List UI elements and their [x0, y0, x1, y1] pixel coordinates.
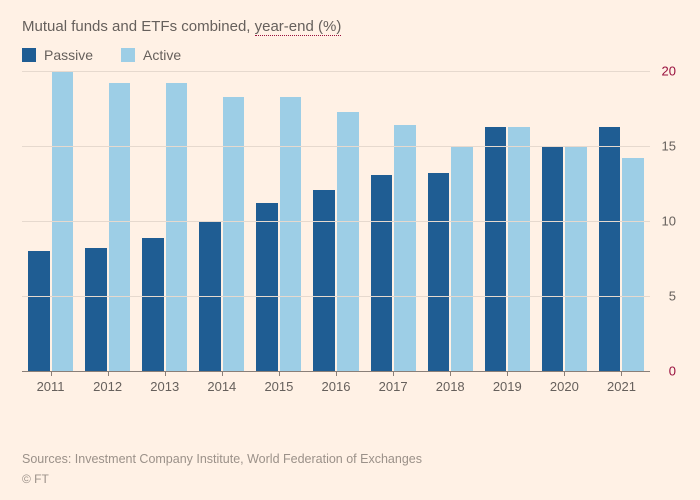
chart-subtitle: Mutual funds and ETFs combined, year-end… — [22, 18, 678, 35]
gridline — [22, 146, 650, 147]
x-label-group: 2018 — [422, 371, 479, 401]
bar-passive — [85, 248, 107, 371]
bar-active — [337, 112, 359, 372]
x-tick — [621, 371, 622, 376]
bar-active — [565, 146, 587, 371]
x-tick — [450, 371, 451, 376]
y-tick-label: 5 — [669, 289, 676, 304]
x-tick — [336, 371, 337, 376]
bar-active — [508, 127, 530, 372]
x-tick — [222, 371, 223, 376]
x-tick — [108, 371, 109, 376]
bar-passive — [313, 190, 335, 372]
bar-active — [109, 83, 131, 371]
x-label-group: 2014 — [193, 371, 250, 401]
x-label-group: 2012 — [79, 371, 136, 401]
y-tick-label: 10 — [662, 214, 676, 229]
legend-label-active: Active — [143, 47, 181, 63]
x-tick — [393, 371, 394, 376]
legend-swatch-passive — [22, 48, 36, 62]
y-tick-label: 0 — [669, 364, 676, 379]
x-label-group: 2021 — [593, 371, 650, 401]
x-label-group: 2016 — [307, 371, 364, 401]
bar-passive — [428, 173, 450, 371]
bar-active — [223, 97, 245, 372]
bar-passive — [142, 238, 164, 372]
x-tick — [507, 371, 508, 376]
y-tick-label: 20 — [662, 64, 676, 79]
sources-text: Sources: Investment Company Institute, W… — [22, 452, 422, 466]
legend-label-passive: Passive — [44, 47, 93, 63]
gridline — [22, 71, 650, 72]
subtitle-underlined: year-end (%) — [255, 18, 342, 36]
bar-passive — [485, 127, 507, 372]
x-tick — [51, 371, 52, 376]
legend-swatch-active — [121, 48, 135, 62]
x-label-group: 2013 — [136, 371, 193, 401]
bar-active — [394, 125, 416, 371]
x-tick — [279, 371, 280, 376]
bar-active — [280, 97, 302, 372]
copyright-text: © FT — [22, 472, 422, 486]
bar-active — [622, 158, 644, 371]
x-label-group: 2011 — [22, 371, 79, 401]
x-tick — [165, 371, 166, 376]
x-label-group: 2017 — [365, 371, 422, 401]
bar-passive — [28, 251, 50, 371]
bar-passive — [542, 146, 564, 371]
chart-footer: Sources: Investment Company Institute, W… — [22, 452, 422, 486]
chart-container: Mutual funds and ETFs combined, year-end… — [0, 0, 700, 411]
x-tick — [564, 371, 565, 376]
bar-passive — [256, 203, 278, 371]
legend-item-active: Active — [121, 47, 181, 63]
plot-area: 05101520 — [22, 71, 650, 371]
plot: 05101520 2011201220132014201520162017201… — [22, 71, 650, 401]
bar-passive — [599, 127, 621, 372]
x-label-group: 2019 — [479, 371, 536, 401]
y-tick-label: 15 — [662, 139, 676, 154]
legend: Passive Active — [22, 47, 678, 63]
x-label-group: 2015 — [250, 371, 307, 401]
x-axis-labels: 2011201220132014201520162017201820192020… — [22, 371, 650, 401]
subtitle-prefix: Mutual funds and ETFs combined, — [22, 18, 255, 35]
gridline — [22, 221, 650, 222]
bar-active — [451, 146, 473, 371]
bar-active — [166, 83, 188, 371]
gridline — [22, 296, 650, 297]
legend-item-passive: Passive — [22, 47, 93, 63]
x-label-group: 2020 — [536, 371, 593, 401]
bar-passive — [371, 175, 393, 372]
